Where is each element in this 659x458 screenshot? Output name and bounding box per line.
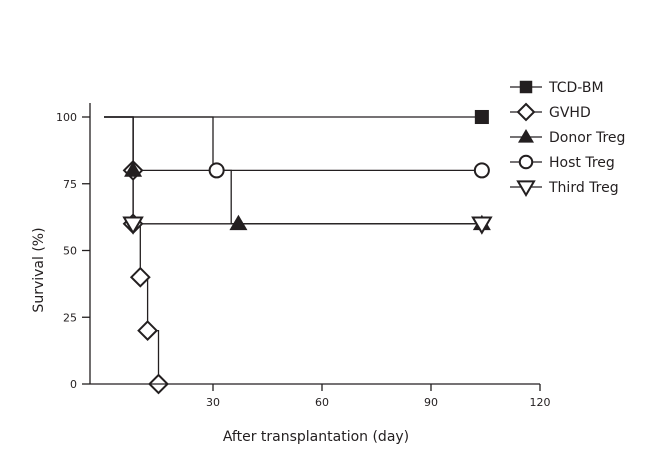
- marker-third-treg-0: [122, 216, 144, 235]
- marker-donor-treg-1: [229, 214, 248, 231]
- legend-label-third-treg: Third Treg: [548, 180, 619, 196]
- marker-host-treg-0: [208, 162, 225, 179]
- marker-tcd-bm-0: [474, 109, 489, 125]
- legend: TCD-BM GVHD Donor Treg Host Treg Third Treg: [510, 80, 625, 197]
- legend-marker-tcd-bm: [519, 80, 533, 94]
- x-tick-label-30: 30: [206, 396, 220, 409]
- y-tick-label-75: 75: [63, 178, 77, 191]
- marker-third-treg-1: [471, 216, 493, 235]
- legend-marker-donor-treg: [518, 129, 534, 143]
- x-tick-label-120: 120: [530, 396, 551, 409]
- marker-donor-treg-0: [124, 161, 143, 177]
- y-tick-label-50: 50: [63, 245, 77, 258]
- legend-marker-gvhd: [516, 102, 536, 122]
- legend-label-tcd-bm: TCD-BM: [548, 80, 604, 96]
- y-tick-label-100: 100: [56, 111, 77, 124]
- legend-label-gvhd: GVHD: [549, 105, 591, 121]
- y-axis-title: Survival (%): [31, 227, 47, 312]
- legend-label-host-treg: Host Treg: [549, 155, 615, 171]
- legend-marker-third-treg: [516, 180, 536, 197]
- axes: 0 25 50 75 100 30 60 90 120: [56, 103, 551, 409]
- series-line-gvhd: [104, 116, 160, 384]
- x-tick-label-90: 90: [424, 396, 438, 409]
- plot-lines: [104, 116, 482, 384]
- y-tick-label-0: 0: [70, 378, 77, 391]
- legend-label-donor-treg: Donor Treg: [549, 130, 625, 146]
- x-tick-label-60: 60: [315, 396, 329, 409]
- plot-markers: [122, 109, 493, 395]
- legend-marker-host-treg: [518, 154, 534, 170]
- marker-host-treg-1: [473, 162, 490, 179]
- y-tick-label-25: 25: [63, 311, 77, 324]
- series-line-host-treg: [104, 116, 482, 172]
- marker-gvhd-2: [129, 266, 151, 288]
- x-axis-title: After transplantation (day): [223, 429, 409, 445]
- marker-gvhd-3: [137, 320, 159, 342]
